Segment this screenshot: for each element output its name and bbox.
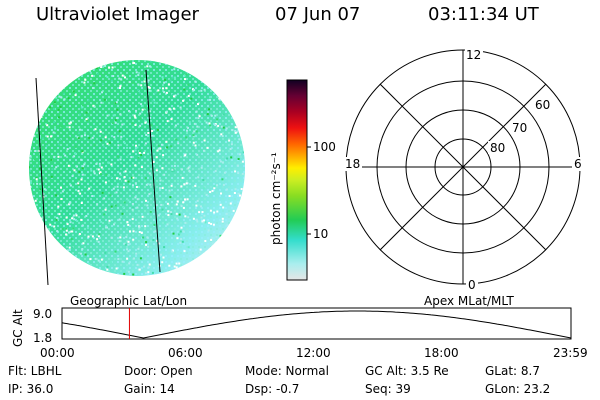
info-mode: Mode: Normal	[245, 364, 329, 378]
mlt-label-6: 6	[574, 157, 582, 171]
info-gc-alt: GC Alt: 3.5 Re	[365, 364, 449, 378]
lat-label-70: 70	[512, 121, 527, 135]
info-glon: GLon: 23.2	[485, 382, 551, 396]
info-gain: Gain: 14	[124, 382, 175, 396]
x-tick-0600: 06:00	[168, 346, 203, 360]
colorbar-tick-100: 100	[313, 140, 336, 154]
x-tick-1200: 12:00	[296, 346, 331, 360]
geographic-label: Geographic Lat/Lon	[70, 294, 188, 308]
info-dsp: Dsp: -0.7	[245, 382, 300, 396]
info-flt: Flt: LBHL	[8, 364, 62, 378]
x-tick-2359: 23:59	[553, 346, 588, 360]
x-tick-0000: 00:00	[40, 346, 75, 360]
info-glat: GLat: 8.7	[485, 364, 540, 378]
mlt-label-12: 12	[466, 48, 481, 62]
time-label: 03:11:34 UT	[428, 4, 539, 25]
lat-label-60: 60	[535, 98, 550, 112]
x-tick-1800: 18:00	[424, 346, 459, 360]
gc-alt-axis-label: GC Alt	[11, 309, 25, 347]
mlt-label-18: 18	[345, 157, 360, 171]
date-label: 07 Jun 07	[275, 4, 361, 25]
apex-label: Apex MLat/MLT	[424, 294, 514, 308]
info-door: Door: Open	[124, 364, 193, 378]
y-tick-1-8: 1.8	[33, 331, 52, 345]
colorbar-tick-10: 10	[313, 227, 328, 241]
info-ip: IP: 36.0	[8, 382, 54, 396]
lat-label-80: 80	[490, 141, 505, 155]
colorbar-unit: photon cm⁻²s⁻¹	[269, 152, 283, 245]
info-seq: Seq: 39	[365, 382, 411, 396]
instrument-title: Ultraviolet Imager	[36, 4, 199, 25]
y-tick-9: 9.0	[33, 307, 52, 321]
mlt-label-0: 0	[468, 278, 476, 292]
